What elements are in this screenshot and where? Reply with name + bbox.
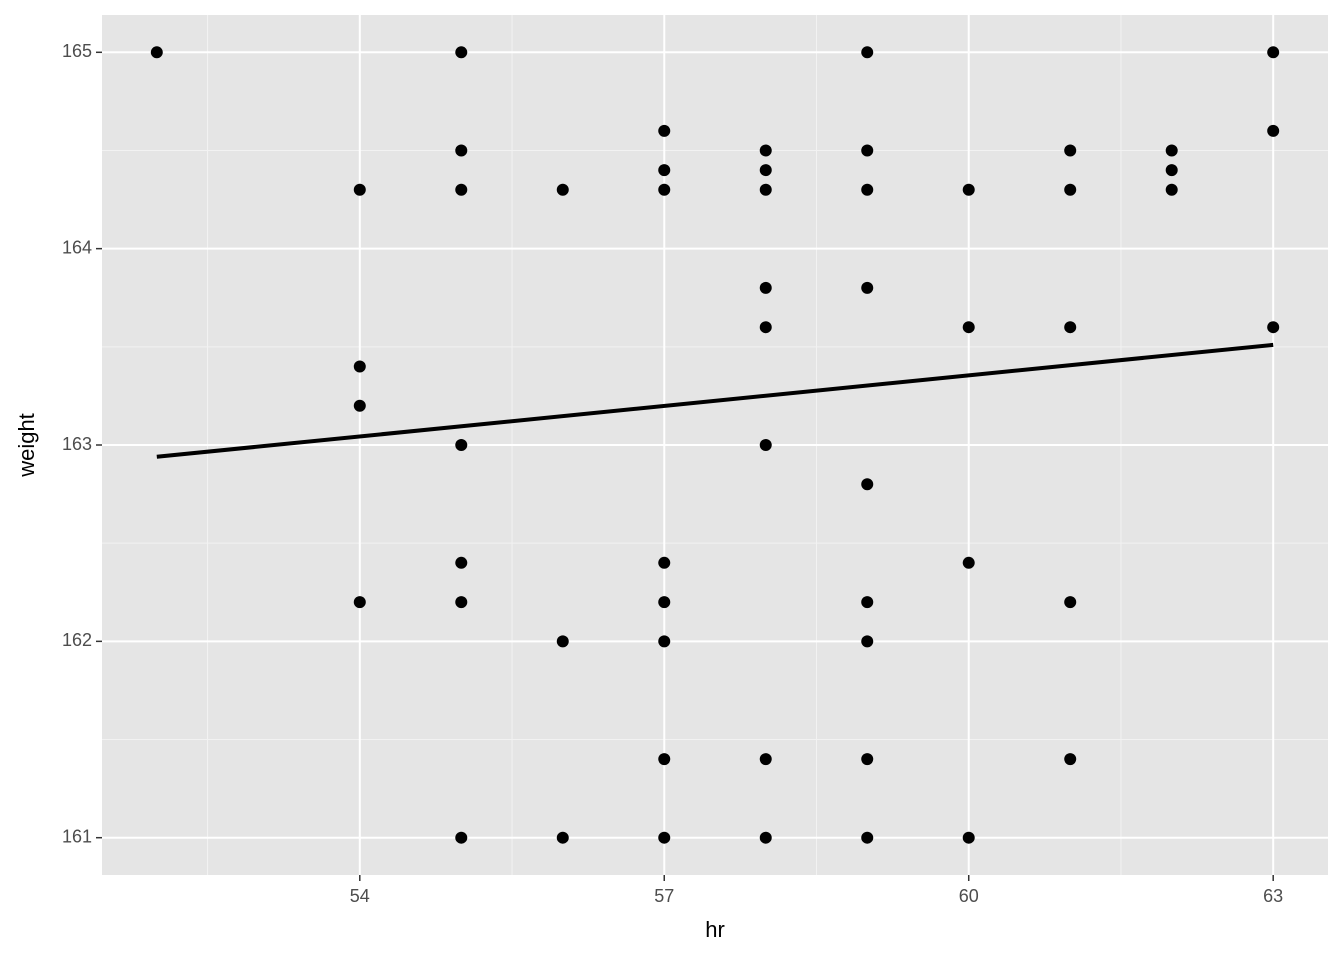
point <box>1165 144 1178 157</box>
point <box>1267 124 1280 137</box>
point <box>861 144 874 157</box>
y-tick-label: 162 <box>62 630 92 650</box>
point <box>353 360 366 373</box>
x-tick-label: 54 <box>350 886 370 906</box>
point <box>353 399 366 412</box>
point <box>658 183 671 196</box>
point <box>759 164 772 177</box>
point <box>455 556 468 569</box>
point <box>759 144 772 157</box>
point <box>861 635 874 648</box>
point <box>556 183 569 196</box>
trend-line <box>156 342 1274 459</box>
point <box>658 753 671 766</box>
point <box>962 831 975 844</box>
point <box>759 753 772 766</box>
point <box>455 439 468 451</box>
point <box>962 556 975 569</box>
point <box>1267 46 1280 59</box>
point <box>1064 144 1077 157</box>
point <box>861 46 874 59</box>
point <box>861 753 874 766</box>
point <box>455 46 468 59</box>
point <box>658 831 671 844</box>
point <box>861 478 874 491</box>
x-tick-label: 63 <box>1263 886 1283 906</box>
point <box>962 321 975 334</box>
point <box>861 281 874 294</box>
y-tick-label: 164 <box>62 237 92 257</box>
x-axis-title: hr <box>705 917 725 942</box>
point <box>455 183 468 196</box>
point <box>658 556 671 569</box>
point <box>861 183 874 196</box>
point <box>1064 321 1077 334</box>
point <box>759 439 772 451</box>
point <box>658 596 671 609</box>
point <box>962 183 975 196</box>
point <box>1267 321 1280 334</box>
point <box>658 635 671 648</box>
point <box>353 596 366 609</box>
point <box>353 183 366 196</box>
point <box>1165 183 1178 196</box>
point <box>556 635 569 648</box>
y-tick-label: 165 <box>62 41 92 61</box>
point <box>759 281 772 294</box>
point <box>556 831 569 844</box>
y-tick-label: 163 <box>62 434 92 454</box>
x-tick-label: 57 <box>654 886 674 906</box>
x-tick-label: 60 <box>959 886 979 906</box>
point <box>759 831 772 844</box>
y-tick-label: 161 <box>62 826 92 846</box>
point <box>455 144 468 157</box>
point <box>658 164 671 177</box>
point <box>759 321 772 334</box>
point <box>861 596 874 609</box>
point <box>1064 753 1077 766</box>
point <box>455 831 468 844</box>
point <box>1165 164 1178 177</box>
point <box>759 183 772 196</box>
point <box>455 596 468 609</box>
y-axis-title: weight <box>14 413 39 478</box>
point <box>150 46 163 59</box>
point <box>658 124 671 137</box>
point <box>861 831 874 844</box>
point <box>1064 183 1077 196</box>
point <box>1064 596 1077 609</box>
